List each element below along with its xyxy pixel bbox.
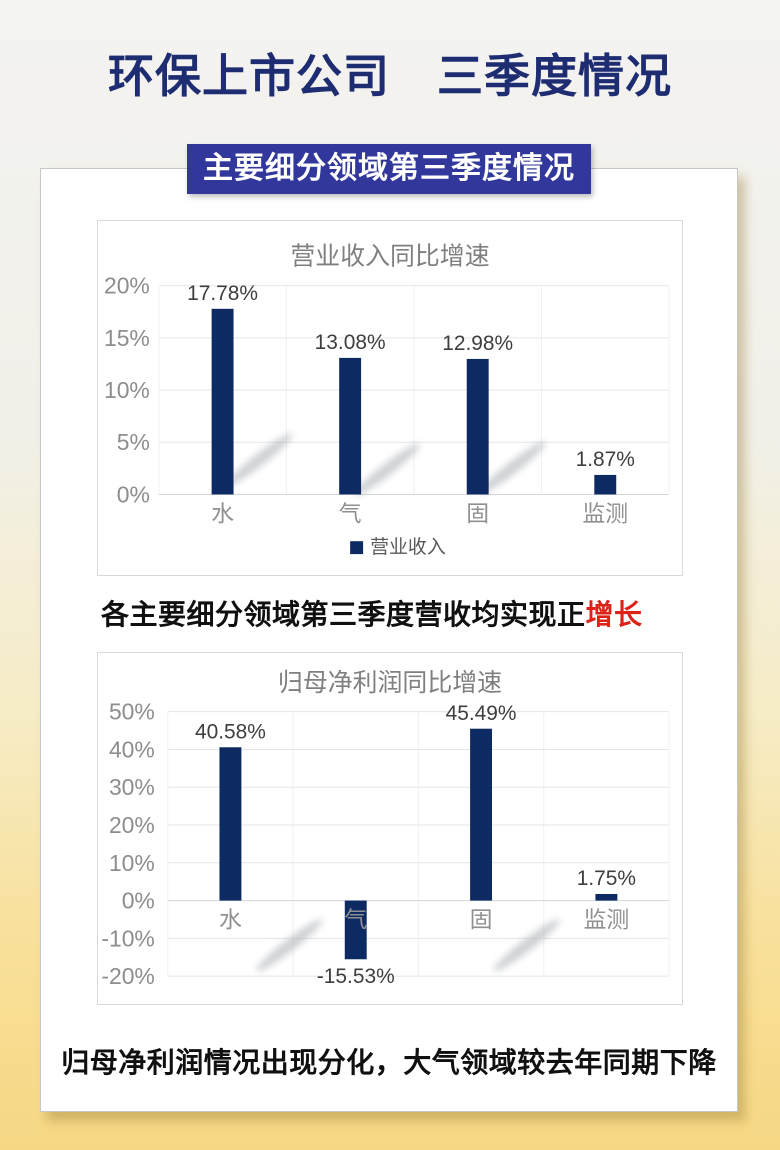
svg-text:水: 水 (211, 500, 234, 526)
revenue-summary-highlight: 增长 (585, 599, 643, 630)
svg-text:归母净利润同比增速: 归母净利润同比增速 (278, 669, 502, 697)
svg-text:45.49%: 45.49% (446, 702, 517, 725)
profit-summary-text: 归母净利润情况出现分化，大气领域较去年同期下降 (61, 1047, 717, 1078)
svg-text:固: 固 (466, 500, 489, 526)
svg-text:-20%: -20% (101, 963, 154, 989)
content-card: 0% 5% 10% 15% 20% 17.78% 13.08% 12.98% 1.87% 水气固监… (40, 168, 738, 1112)
svg-text:30%: 30% (109, 774, 155, 800)
revenue-chart-panel: 0% 5% 10% 15% 20% 17.78% 13.08% 12.98% 1.87% 水 气 固 监… (97, 220, 683, 576)
svg-text:-15.53%: -15.53% (317, 965, 395, 988)
svg-text:营业收入同比增速: 营业收入同比增速 (290, 243, 489, 271)
svg-text:20%: 20% (104, 273, 150, 299)
revenue-summary-text: 各主要细分领域第三季度营收均实现正增长 (101, 593, 643, 633)
svg-text:1.87%: 1.87% (576, 448, 635, 471)
revenue-growth-chart: 0% 5% 10% 15% 20% 17.78% 13.08% 12.98% 1.87% 水 气 固 监… (104, 243, 670, 558)
page-title: 环保上市公司 三季度情况 (108, 50, 672, 102)
svg-text:固: 固 (470, 906, 493, 932)
svg-text:气: 气 (344, 906, 367, 932)
svg-text:10%: 10% (109, 850, 155, 876)
svg-text:水: 水 (219, 906, 242, 932)
svg-text:5%: 5% (117, 429, 150, 455)
svg-text:20%: 20% (109, 812, 155, 838)
svg-text:15%: 15% (104, 325, 150, 351)
section-banner: 主要细分领域第三季度情况 (187, 144, 591, 194)
svg-text:气: 气 (339, 500, 362, 526)
svg-text:50%: 50% (109, 699, 155, 725)
svg-text:40.58%: 40.58% (195, 720, 266, 743)
svg-text:-10%: -10% (101, 925, 154, 951)
revenue-summary-prefix: 各主要细分领域第三季度营收均实现正 (101, 599, 586, 630)
svg-text:1.75%: 1.75% (577, 867, 636, 890)
svg-text:营业收入: 营业收入 (370, 536, 446, 558)
svg-text:0%: 0% (117, 481, 150, 507)
profit-chart-panel: -20% -10% 0% 10% 20% 30% 40% 50% 40.58% -15.53% 45… (97, 652, 683, 1005)
svg-text:10%: 10% (104, 377, 150, 403)
svg-text:监测: 监测 (583, 906, 629, 932)
svg-text:17.78%: 17.78% (187, 282, 258, 305)
profit-growth-chart: -20% -10% 0% 10% 20% 30% 40% 50% 40.58% -15.53% 45… (101, 669, 670, 989)
svg-text:监测: 监测 (582, 500, 628, 526)
svg-text:40%: 40% (109, 736, 155, 762)
svg-text:0%: 0% (122, 888, 155, 914)
svg-text:13.08%: 13.08% (315, 331, 386, 354)
svg-text:12.98%: 12.98% (442, 332, 513, 355)
